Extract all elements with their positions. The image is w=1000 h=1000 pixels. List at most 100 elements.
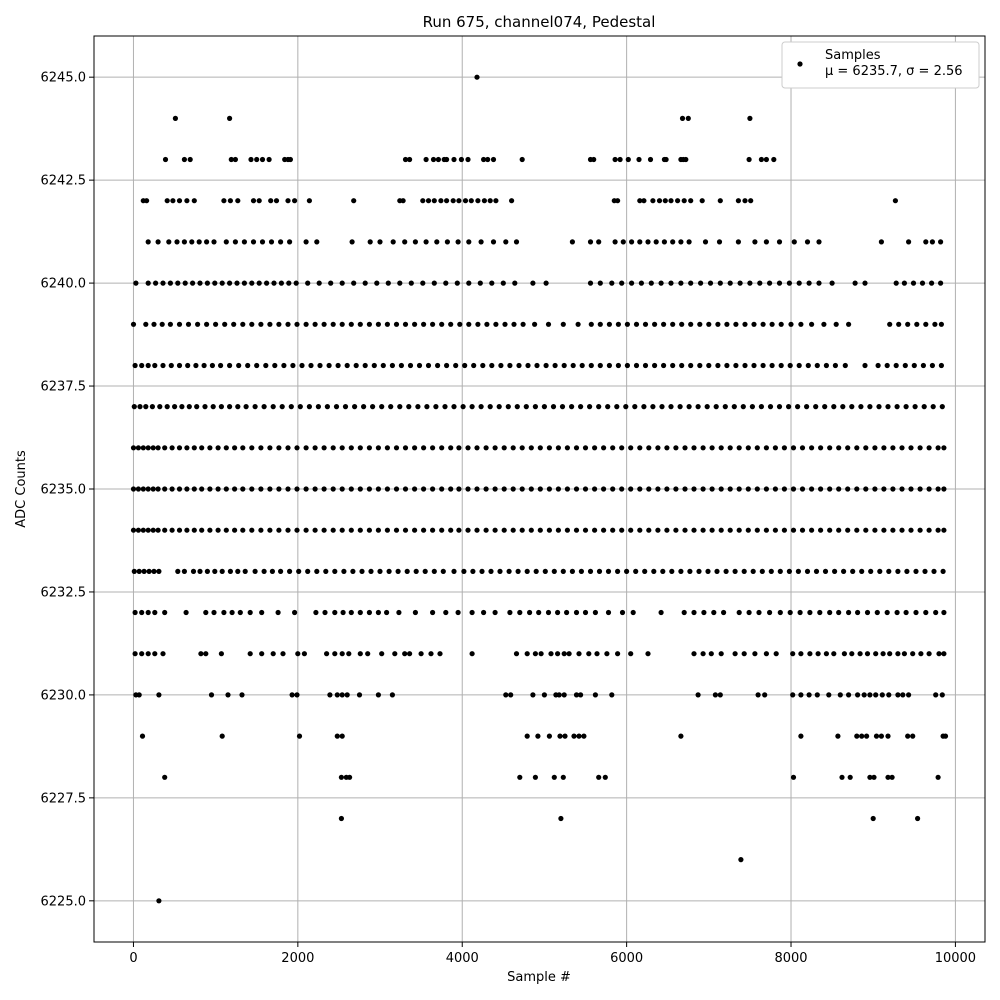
data-point <box>677 404 683 410</box>
data-point <box>421 445 427 451</box>
data-point <box>579 362 585 369</box>
data-point <box>492 609 498 616</box>
data-point <box>841 651 848 657</box>
data-point <box>400 198 406 204</box>
data-point <box>471 362 477 369</box>
data-point <box>519 527 525 533</box>
data-point <box>412 239 418 245</box>
data-point <box>709 527 715 533</box>
data-point <box>270 404 276 410</box>
data-point <box>514 404 520 410</box>
data-point <box>431 280 437 286</box>
data-point <box>294 692 300 698</box>
data-point <box>799 445 806 451</box>
data-point <box>285 321 291 327</box>
data-point <box>917 527 923 533</box>
data-point <box>889 774 895 780</box>
data-point <box>157 404 163 410</box>
data-point <box>592 692 599 698</box>
data-point <box>864 733 870 739</box>
data-point <box>910 651 916 657</box>
data-point <box>375 609 381 616</box>
data-point <box>561 651 567 657</box>
data-point <box>749 404 756 410</box>
data-point <box>444 239 450 245</box>
data-point <box>218 651 224 657</box>
data-point <box>829 280 835 286</box>
data-point <box>555 486 562 492</box>
data-point <box>215 486 221 492</box>
data-point <box>592 527 598 533</box>
data-point <box>250 198 257 204</box>
data-point <box>497 568 503 575</box>
data-point <box>232 156 238 163</box>
data-point <box>493 321 499 327</box>
data-point <box>465 445 471 451</box>
data-point <box>619 609 626 616</box>
data-point <box>475 198 481 204</box>
data-point <box>152 609 158 616</box>
data-point <box>699 198 705 204</box>
data-point <box>610 527 616 533</box>
data-point <box>145 486 151 492</box>
data-point <box>823 651 830 657</box>
data-point <box>652 321 658 327</box>
data-point <box>510 527 516 533</box>
data-point <box>421 321 427 327</box>
data-point <box>428 651 434 657</box>
data-point <box>483 486 489 492</box>
data-point <box>723 568 729 575</box>
data-point <box>612 156 618 163</box>
data-point <box>797 609 803 616</box>
data-point <box>240 321 246 327</box>
data-point <box>691 609 697 616</box>
data-point <box>619 527 625 533</box>
data-point <box>490 239 497 245</box>
data-point <box>709 445 715 451</box>
data-point <box>533 568 539 575</box>
data-point <box>456 486 462 492</box>
data-point <box>892 198 899 204</box>
data-point <box>519 156 525 163</box>
data-point <box>836 527 842 533</box>
data-point <box>741 651 747 657</box>
data-point <box>885 733 891 739</box>
data-point <box>706 321 712 327</box>
data-point <box>335 362 341 369</box>
data-point <box>267 321 273 327</box>
data-point <box>624 568 630 575</box>
data-point <box>899 527 905 533</box>
data-point <box>610 486 616 492</box>
x-tick-label: 8000 <box>774 951 807 966</box>
data-point <box>917 445 923 451</box>
data-point <box>402 486 409 492</box>
data-point <box>886 568 892 575</box>
data-point <box>184 445 190 451</box>
data-point <box>393 486 400 492</box>
data-point <box>790 527 797 533</box>
data-point <box>754 445 760 451</box>
data-point <box>615 651 621 657</box>
data-point <box>683 156 689 163</box>
data-point <box>402 445 409 451</box>
data-point <box>235 198 241 204</box>
data-point <box>534 362 540 369</box>
data-point <box>286 280 292 286</box>
data-point <box>516 362 522 369</box>
data-point <box>648 280 654 286</box>
data-point <box>322 609 328 616</box>
data-point <box>340 609 346 616</box>
data-point <box>736 609 742 616</box>
data-point <box>841 568 847 575</box>
data-point <box>139 362 145 369</box>
data-point <box>941 527 947 533</box>
data-point <box>505 404 511 410</box>
data-point <box>847 774 853 780</box>
data-point <box>489 362 495 369</box>
data-point <box>846 692 852 698</box>
data-point <box>448 445 454 451</box>
data-point <box>839 774 845 780</box>
data-point <box>763 445 770 451</box>
data-point <box>511 321 517 327</box>
data-point <box>252 568 258 575</box>
